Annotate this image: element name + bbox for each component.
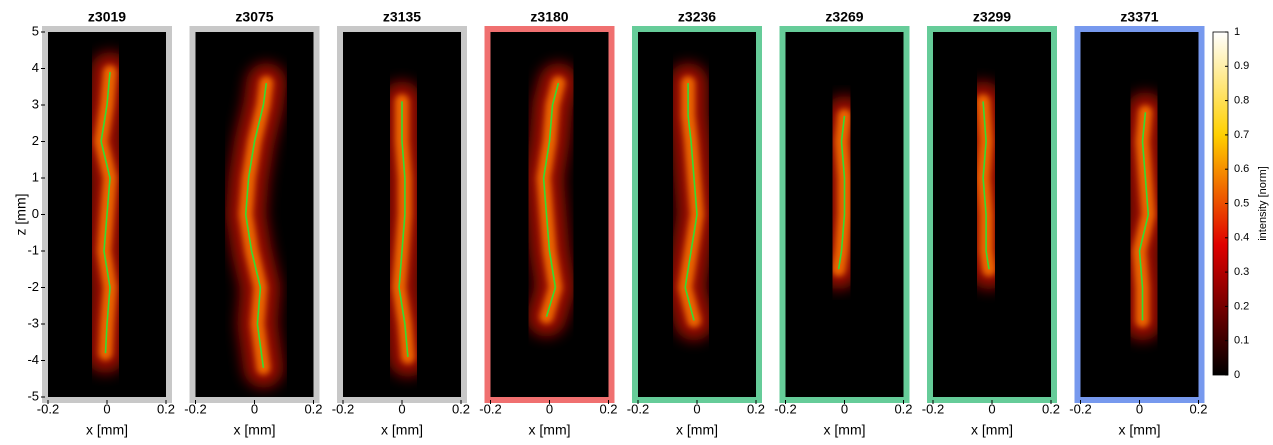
- y-tick-label: -2: [27, 279, 39, 294]
- centerline: [100, 72, 111, 354]
- centerline: [684, 83, 698, 321]
- colorbar-tick-label: 0: [1234, 369, 1240, 381]
- y-tick-label: 0: [32, 206, 39, 221]
- colorbar-tick-label: 0.3: [1234, 266, 1249, 278]
- panel-title: z3075: [235, 9, 273, 25]
- colorbar-tick-label: 0.7: [1234, 129, 1249, 141]
- y-axis-label: z [mm]: [13, 194, 29, 236]
- colorbar-tick-label: 0.2: [1234, 300, 1249, 312]
- x-tick-label: -0.2: [627, 401, 649, 416]
- x-tick-label: -0.2: [332, 401, 354, 416]
- x-axis-label: x [mm]: [381, 422, 423, 438]
- colorbar-label: intensity [norm]: [1257, 166, 1269, 241]
- x-tick-label: 0: [693, 401, 700, 416]
- centerline: [244, 82, 268, 368]
- y-tick-label: 3: [32, 96, 39, 111]
- centerline: [398, 101, 409, 357]
- panel-title: z3299: [973, 9, 1011, 25]
- colorbar-tick-label: 0.6: [1234, 163, 1249, 175]
- x-tick-label: 0: [1136, 401, 1143, 416]
- x-tick-label: 0.2: [894, 401, 912, 416]
- x-tick-label: -0.2: [37, 401, 59, 416]
- x-tick-label: -0.2: [1069, 401, 1091, 416]
- x-tick-label: -0.2: [922, 401, 944, 416]
- intensity-core: [1132, 105, 1156, 328]
- intensity-glow: [1119, 92, 1169, 341]
- panel-title: z3135: [383, 9, 421, 25]
- x-tick-label: 0: [841, 401, 848, 416]
- x-tick-label: 0.2: [747, 401, 765, 416]
- colorbar-tick-label: 0.8: [1234, 95, 1249, 107]
- panel-title: z3019: [88, 9, 126, 25]
- colorbar-tick-label: 0.1: [1234, 335, 1249, 347]
- x-tick-label: 0: [398, 401, 405, 416]
- y-tick-label: 4: [32, 60, 39, 75]
- y-tick-label: 5: [32, 23, 39, 38]
- x-tick-label: 0: [251, 401, 258, 416]
- x-axis-label: x [mm]: [529, 422, 571, 438]
- x-axis-label: x [mm]: [86, 422, 128, 438]
- x-tick-label: -0.2: [774, 401, 796, 416]
- x-axis-label: x [mm]: [676, 422, 718, 438]
- centerline: [1138, 112, 1150, 321]
- panel-title: z3236: [678, 9, 716, 25]
- x-tick-label: 0.2: [452, 401, 470, 416]
- x-tick-label: 0: [988, 401, 995, 416]
- x-tick-label: 0.2: [1189, 401, 1207, 416]
- x-tick-label: -0.2: [479, 401, 501, 416]
- intensity-glow: [225, 63, 287, 388]
- colorbar-tick-label: 1: [1234, 26, 1240, 38]
- x-axis-label: x [mm]: [971, 422, 1013, 438]
- colorbar-tick-label: 0.5: [1234, 197, 1249, 209]
- y-tick-label: -4: [27, 352, 39, 367]
- x-axis-label: x [mm]: [824, 422, 866, 438]
- y-tick-label: -1: [27, 242, 39, 257]
- x-tick-label: -0.2: [184, 401, 206, 416]
- x-tick-label: 0.2: [304, 401, 322, 416]
- x-tick-label: 0.2: [599, 401, 617, 416]
- x-tick-label: 0.2: [157, 401, 175, 416]
- y-tick-label: 2: [32, 133, 39, 148]
- panel-title: z3180: [530, 9, 568, 25]
- x-axis-label: x [mm]: [234, 422, 276, 438]
- x-tick-label: 0: [546, 401, 553, 416]
- x-axis-label: x [mm]: [1119, 422, 1161, 438]
- y-tick-label: 1: [32, 169, 39, 184]
- panel-title: z3371: [1120, 9, 1158, 25]
- x-tick-label: 0.2: [1042, 401, 1060, 416]
- centerline: [542, 82, 560, 317]
- colorbar-tick-label: 0.4: [1234, 232, 1249, 244]
- panel-title: z3269: [825, 9, 863, 25]
- colorbar-tick-label: 0.9: [1234, 60, 1249, 72]
- x-tick-label: 0: [103, 401, 110, 416]
- y-tick-label: -5: [27, 388, 39, 403]
- centerline: [982, 101, 990, 270]
- centerline: [837, 115, 846, 270]
- y-tick-label: -3: [27, 315, 39, 330]
